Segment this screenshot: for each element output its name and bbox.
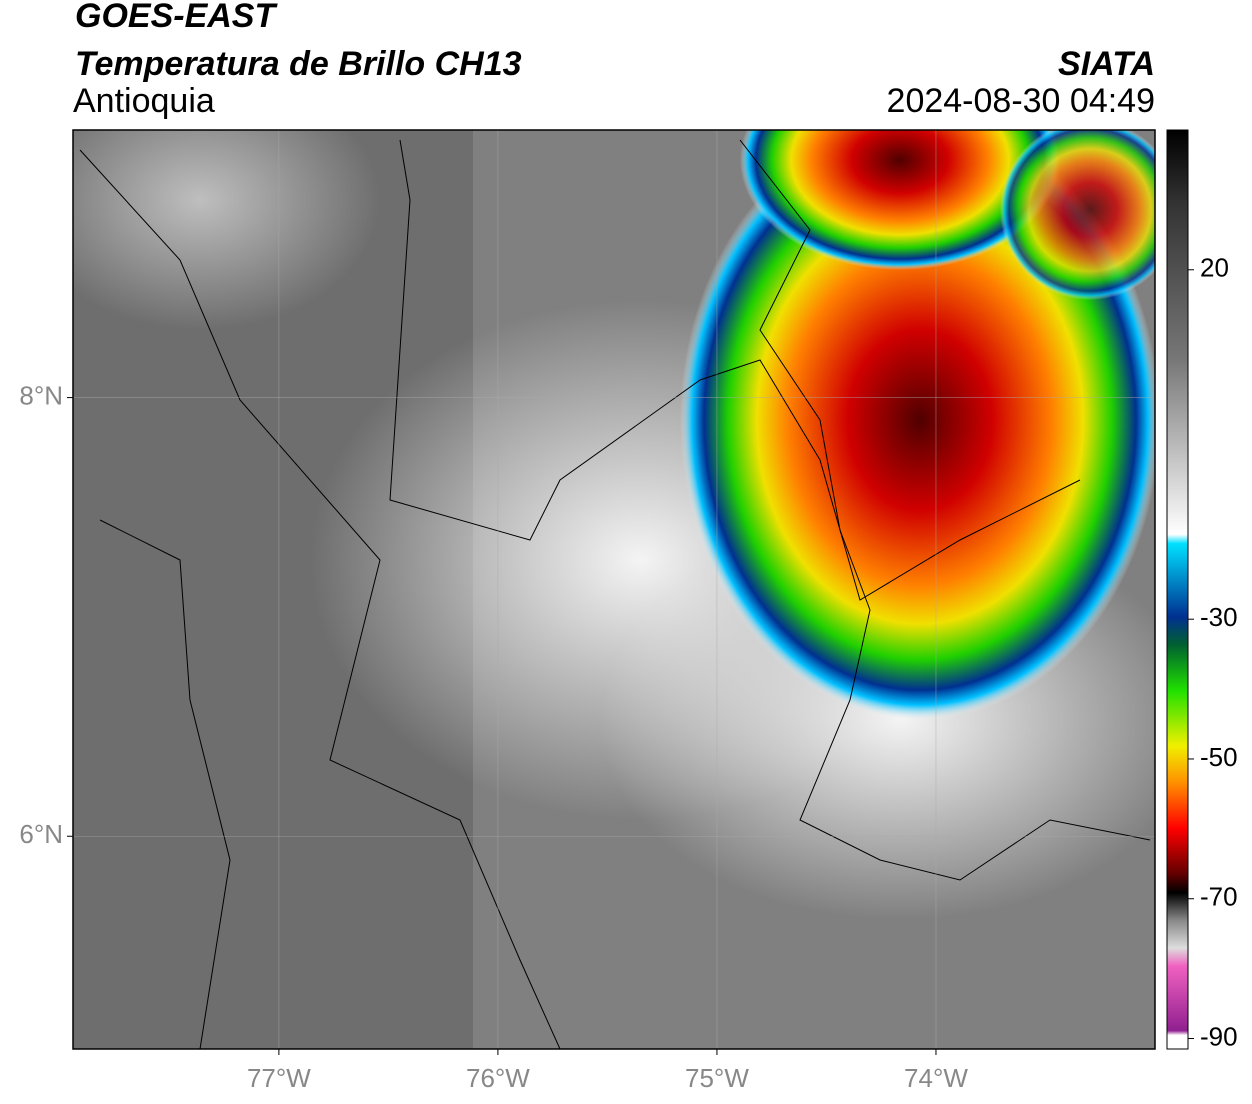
colorbar-tick-label: -30 — [1200, 602, 1238, 632]
colorbar-tick-label: 20 — [1200, 253, 1229, 283]
region: Antioquia — [73, 82, 215, 120]
map-frame — [72, 129, 1156, 1050]
title: GOES-EAST — [75, 0, 278, 35]
x-tick-label: 77°W — [247, 1063, 311, 1093]
colorbar-tick-label: -90 — [1200, 1021, 1238, 1051]
y-tick-label: 8°N — [19, 380, 63, 410]
x-tick-label: 75°W — [685, 1063, 749, 1093]
y-tick-label: 6°N — [19, 819, 63, 849]
x-tick-label: 74°W — [904, 1063, 968, 1093]
datetime: 2024-08-30 04:49 — [887, 82, 1155, 120]
graticule — [73, 130, 1155, 1049]
colorbar — [1166, 129, 1189, 1050]
subtitle: Temperatura de Brillo CH13 — [75, 45, 522, 83]
colorbar-tick-label: -70 — [1200, 882, 1238, 912]
source: SIATA — [1058, 45, 1155, 83]
satellite-image — [73, 130, 1155, 1049]
x-tick-label: 76°W — [466, 1063, 530, 1093]
colorbar-tick-label: -50 — [1200, 742, 1238, 772]
